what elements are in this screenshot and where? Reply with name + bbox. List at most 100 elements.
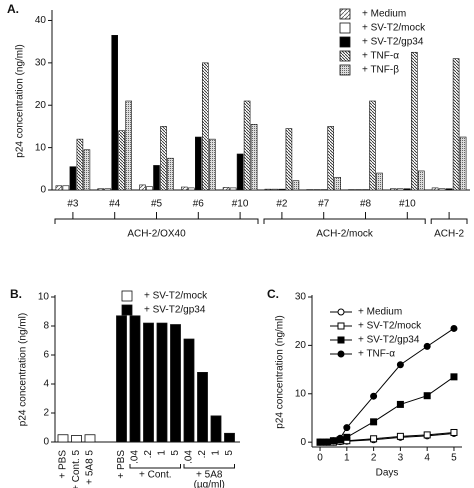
bar bbox=[111, 35, 118, 191]
bar bbox=[84, 434, 96, 443]
point bbox=[343, 424, 351, 432]
bar bbox=[97, 188, 104, 191]
y-tick-label: 30 bbox=[35, 57, 47, 68]
legend-marker bbox=[337, 350, 345, 358]
bar bbox=[71, 435, 82, 443]
bar bbox=[278, 188, 286, 191]
bar bbox=[396, 188, 404, 191]
bar bbox=[146, 186, 153, 191]
bar bbox=[118, 130, 125, 191]
y-tick-label: 20 bbox=[295, 340, 307, 351]
y-tick-label: 0 bbox=[300, 437, 306, 448]
bar bbox=[285, 128, 293, 191]
x-tick-label: + Cont. 5 bbox=[71, 450, 82, 488]
group-label: ACH-2/mock bbox=[316, 229, 374, 240]
group-label: ACH-2/OX40 bbox=[127, 229, 186, 240]
x-tick-label: #5 bbox=[151, 199, 163, 210]
x-tick-label: + PBS bbox=[58, 450, 69, 479]
bar bbox=[438, 188, 446, 191]
bar bbox=[403, 188, 411, 191]
group-label: + 5A8 bbox=[196, 470, 223, 481]
y-tick-label: 10 bbox=[38, 292, 50, 303]
bar bbox=[369, 100, 376, 191]
group-bracket bbox=[430, 218, 468, 224]
legend-swatch bbox=[339, 50, 351, 62]
point bbox=[329, 437, 337, 445]
x-tick-label: 1 bbox=[344, 453, 350, 464]
x-tick-label: + 5A8 5 bbox=[85, 450, 96, 485]
bar bbox=[62, 185, 70, 191]
x-axis-label: Days bbox=[376, 468, 399, 479]
x-tick-label: 2 bbox=[371, 453, 377, 464]
bar bbox=[104, 188, 111, 191]
y-axis-label: p24 concentration (ng/ml) bbox=[15, 44, 26, 157]
x-tick-label: #2 bbox=[276, 199, 288, 210]
x-tick-label: 4 bbox=[424, 453, 430, 464]
y-tick-label: 10 bbox=[35, 142, 47, 153]
legend-swatch bbox=[339, 8, 351, 20]
point bbox=[450, 428, 458, 436]
legend-label: + SV-T2/gp34 bbox=[362, 37, 424, 48]
bar bbox=[222, 187, 230, 191]
panel-label: B. bbox=[10, 287, 22, 301]
bar bbox=[334, 176, 342, 191]
panel-label: A. bbox=[7, 2, 19, 16]
x-tick-label: 5 bbox=[451, 453, 457, 464]
group-bracket bbox=[263, 218, 426, 224]
bar bbox=[76, 138, 84, 191]
y-tick-label: 40 bbox=[35, 15, 47, 26]
y-tick-label: 0 bbox=[43, 437, 49, 448]
bar bbox=[188, 187, 195, 191]
bar bbox=[160, 126, 167, 191]
x-tick-label: #3 bbox=[67, 199, 79, 210]
point bbox=[336, 434, 344, 442]
point bbox=[450, 373, 458, 381]
bar bbox=[167, 157, 174, 191]
legend-label: + SV-T2/mock bbox=[358, 321, 422, 332]
x-tick-label: 1 bbox=[211, 450, 222, 456]
x-tick-label: .2 bbox=[143, 450, 154, 459]
bar bbox=[55, 185, 63, 191]
legend-label: + TNF-α bbox=[362, 51, 399, 62]
bar bbox=[170, 324, 181, 443]
point bbox=[423, 392, 431, 400]
bar bbox=[125, 100, 132, 191]
bar bbox=[452, 58, 460, 191]
legend-label: + SV-T2/mock bbox=[362, 23, 426, 34]
bar bbox=[431, 187, 439, 191]
bar bbox=[327, 126, 335, 191]
y-tick-label: 8 bbox=[43, 321, 49, 332]
bar bbox=[243, 100, 251, 191]
bar bbox=[197, 371, 208, 443]
legend-swatch bbox=[339, 22, 351, 34]
bar bbox=[224, 432, 235, 443]
bar bbox=[156, 322, 168, 443]
legend-marker bbox=[337, 336, 345, 344]
y-tick-label: 2 bbox=[43, 408, 49, 419]
bar bbox=[83, 149, 91, 191]
bar bbox=[69, 166, 77, 191]
group-bracket bbox=[54, 218, 259, 224]
bar bbox=[57, 434, 69, 443]
bar bbox=[292, 180, 300, 191]
bar bbox=[459, 136, 467, 191]
legend-label: + TNF-β bbox=[362, 65, 399, 76]
bar bbox=[129, 315, 141, 443]
x-tick-label: .2 bbox=[197, 450, 208, 459]
panel-label: C. bbox=[267, 287, 279, 301]
y-tick-label: 6 bbox=[43, 350, 49, 361]
point bbox=[343, 433, 351, 441]
legend-marker bbox=[337, 308, 345, 316]
bar bbox=[445, 188, 453, 191]
point bbox=[396, 361, 404, 369]
legend-swatch bbox=[339, 64, 351, 76]
legend-label: + Medium bbox=[362, 9, 406, 20]
x-tick-label: 5 bbox=[224, 450, 235, 456]
x-tick-label: #7 bbox=[318, 199, 330, 210]
legend-label: + TNF-α bbox=[358, 349, 395, 360]
bar bbox=[210, 415, 222, 443]
point bbox=[423, 431, 431, 439]
bar bbox=[209, 138, 216, 191]
x-tick-label: #4 bbox=[109, 199, 121, 210]
bar bbox=[236, 153, 244, 191]
